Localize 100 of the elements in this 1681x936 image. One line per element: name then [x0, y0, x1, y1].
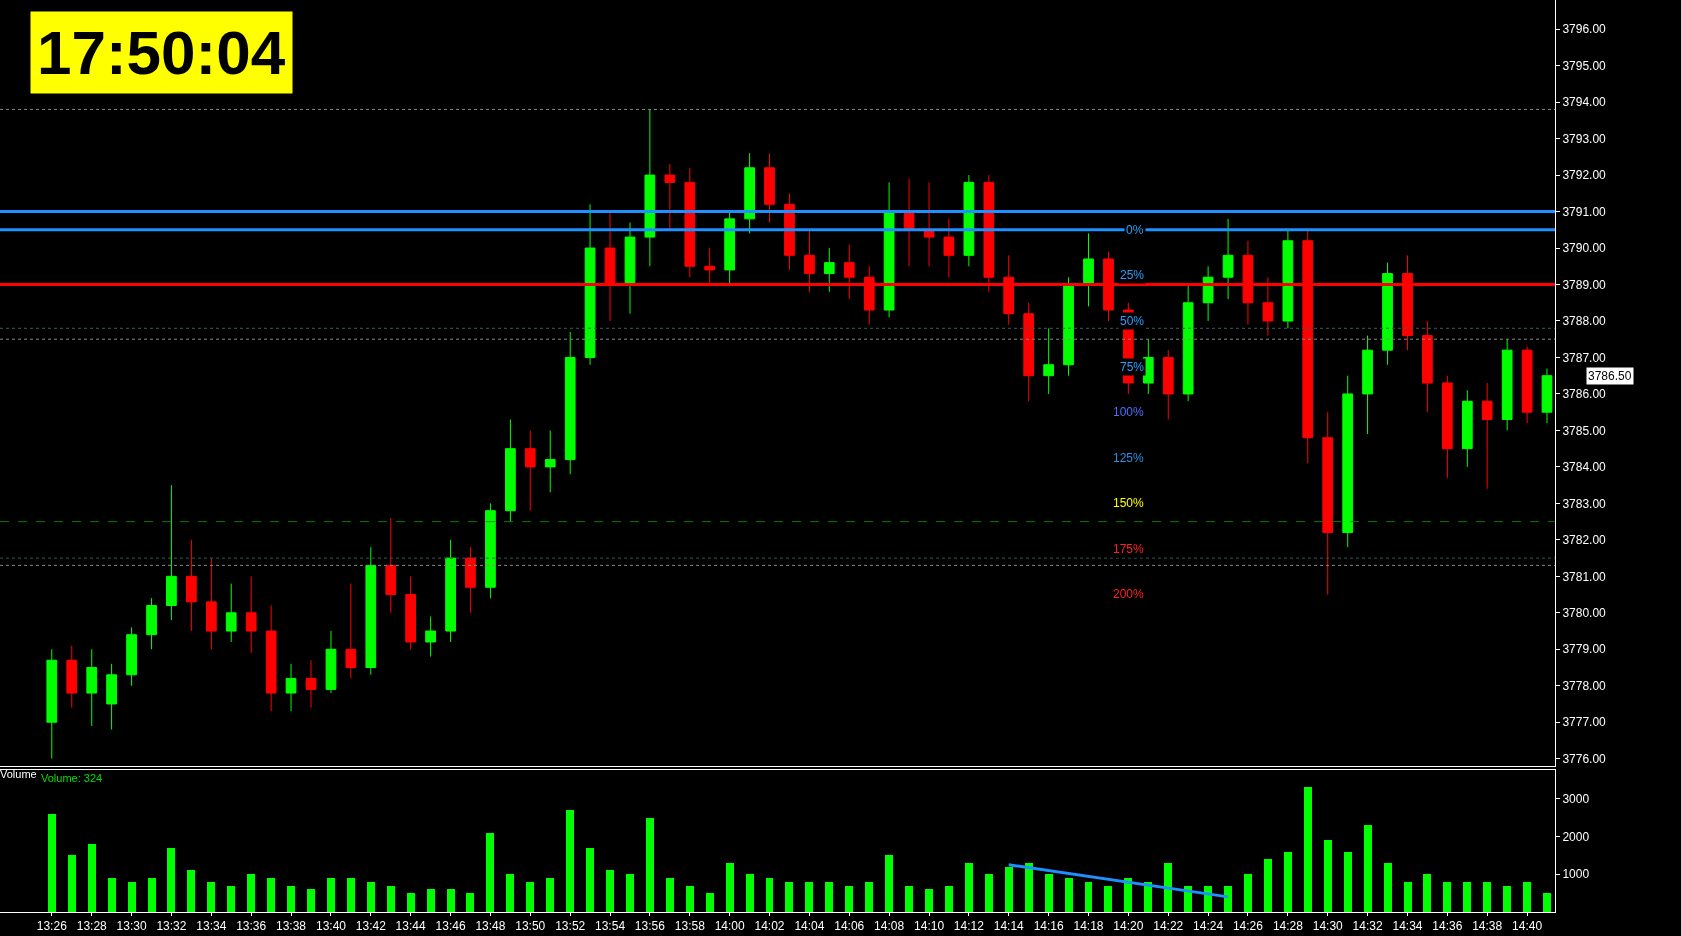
y-tick-label: 3780.00 — [1562, 606, 1607, 620]
bar — [1224, 885, 1233, 912]
y-tick-label: 3776.00 — [1562, 751, 1607, 766]
candlestick — [325, 630, 337, 694]
bar — [147, 878, 156, 912]
bar — [1164, 862, 1173, 912]
candlestick — [106, 663, 117, 731]
bar — [964, 862, 973, 912]
candlestick — [1501, 338, 1513, 431]
x-tick-label: 13:40 — [315, 919, 347, 934]
bar — [566, 810, 575, 912]
x-tick-label: 13:28 — [76, 919, 108, 934]
candlestick — [1222, 218, 1234, 300]
x-tick-label: 14:16 — [1033, 919, 1065, 934]
candlestick — [365, 546, 377, 676]
bar — [1064, 878, 1073, 912]
candlestick — [1063, 276, 1074, 377]
x-tick-label: 14:06 — [834, 919, 865, 934]
bar — [705, 893, 714, 912]
candlestick — [544, 429, 556, 493]
bar — [466, 893, 475, 912]
annotation: 125% — [1113, 451, 1145, 465]
candlestick — [564, 331, 576, 475]
bar — [1483, 881, 1492, 912]
candlestick — [425, 615, 436, 658]
x-tick-label: 14:04 — [794, 919, 825, 934]
candlestick — [943, 218, 955, 278]
y-tick-label: 2000 — [1562, 829, 1590, 844]
candlestick — [1541, 367, 1553, 424]
annotation: 150% — [1113, 496, 1145, 510]
annotation: 175% — [1113, 542, 1145, 556]
candlestick — [664, 163, 676, 231]
candlestick — [624, 222, 636, 315]
bar — [346, 878, 355, 912]
bar — [187, 870, 196, 912]
bar — [1263, 859, 1272, 912]
bar — [984, 874, 993, 912]
x-tick-label: 13:54 — [595, 919, 626, 934]
bar — [486, 832, 495, 912]
bar — [406, 893, 415, 912]
bar — [307, 889, 315, 912]
candlestick — [1382, 262, 1393, 366]
y-tick-label: 3794.00 — [1562, 95, 1607, 110]
bar — [944, 885, 953, 912]
bar — [845, 885, 854, 912]
bar — [167, 847, 176, 912]
y-tick-label: 3779.00 — [1562, 642, 1607, 657]
candlestick — [764, 152, 775, 223]
x-tick-label: 13:30 — [116, 919, 147, 934]
bar — [1343, 851, 1352, 912]
x-tick-label: 14:40 — [1512, 919, 1543, 934]
candlestick — [305, 659, 317, 709]
bar — [1144, 881, 1153, 912]
bar — [127, 881, 136, 912]
x-tick-label: 13:44 — [395, 919, 426, 934]
x-tick-label: 14:32 — [1352, 919, 1383, 934]
x-tick-label: 13:56 — [634, 919, 666, 934]
x-tick-label: 14:10 — [914, 919, 945, 934]
candlestick — [1162, 349, 1174, 420]
candlestick — [265, 605, 277, 712]
annotation: 17:50:04 — [37, 18, 286, 87]
x-tick-label: 14:20 — [1113, 919, 1144, 934]
candlestick — [1521, 346, 1533, 424]
x-tick-label: 14:26 — [1232, 919, 1264, 934]
candlestick — [146, 597, 157, 650]
bar — [725, 862, 734, 912]
bar — [1303, 787, 1312, 912]
y-tick-label: 3788.00 — [1562, 314, 1607, 329]
x-tick-label: 14:00 — [714, 919, 745, 934]
y-tick-label: 3796.00 — [1562, 22, 1607, 37]
bar — [1124, 878, 1133, 912]
bar — [506, 874, 515, 912]
x-tick-label: 13:38 — [276, 919, 307, 934]
candlestick — [206, 557, 217, 650]
candlestick — [1023, 302, 1035, 402]
candlestick — [744, 152, 755, 234]
candlestick — [1461, 389, 1473, 468]
chart-title: Volume — [0, 768, 37, 781]
bar — [685, 885, 694, 912]
bar — [885, 855, 894, 912]
candlestick — [166, 484, 177, 621]
bar — [1243, 874, 1252, 912]
y-tick-label: 3782.00 — [1562, 533, 1607, 548]
candlestick — [245, 575, 257, 654]
x-tick-label: 14:18 — [1073, 919, 1104, 934]
x-tick-label: 14:12 — [953, 919, 985, 934]
text: 3786.50 — [1588, 369, 1632, 383]
annotation: Volume: 324 — [41, 772, 103, 784]
candlestick — [505, 418, 516, 523]
candlestick — [445, 539, 456, 643]
bar — [1543, 893, 1551, 912]
x-tick-label: 13:36 — [236, 919, 267, 934]
candlestick — [1441, 375, 1453, 479]
x-tick-label: 14:30 — [1312, 919, 1344, 934]
bar — [67, 855, 76, 912]
candlestick — [186, 539, 197, 632]
annotation: 50% — [1120, 314, 1145, 328]
y-tick-label: 3795.00 — [1562, 58, 1607, 73]
x-tick-label: 14:22 — [1153, 919, 1184, 934]
y-tick-label: 1000 — [1562, 867, 1590, 882]
